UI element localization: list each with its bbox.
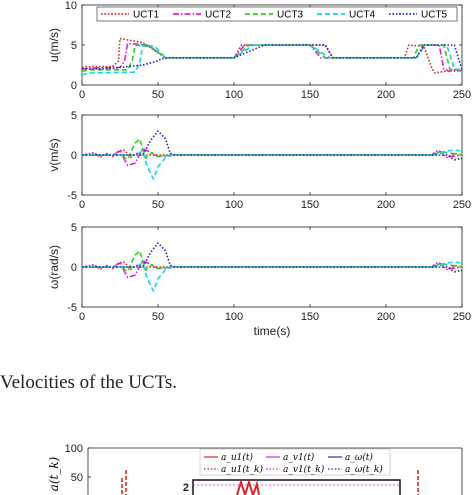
legend-label: a_u1(t_k): [221, 464, 263, 475]
y-tick-label: 0: [71, 80, 77, 92]
x-tick-label: 250: [453, 311, 471, 323]
x-tick-label: 50: [152, 199, 164, 211]
series-uct5: [82, 130, 463, 161]
y-axis-label: a(t_k): [47, 456, 61, 491]
series-uct4: [81, 43, 463, 76]
x-tick-label: 50: [152, 89, 164, 101]
legend-label: a_u1(t): [221, 452, 254, 463]
x-tick-label: 100: [225, 311, 243, 323]
x-tick-label: 50: [152, 311, 164, 323]
series-uct1: [81, 37, 463, 74]
legend-label: UCT5: [421, 10, 448, 21]
x-tick-label: 100: [225, 199, 243, 211]
y-tick-label: 100: [65, 443, 83, 455]
legend-label: UCT3: [277, 10, 304, 21]
series-uct4: [82, 149, 463, 180]
panel-1: 0 50 100 150 200 250 0 5 10 u(m/s) UCT1 UCT2 UCT3 UCT…: [47, 0, 471, 101]
series-uct3: [82, 250, 463, 272]
inset-frame: [192, 479, 401, 495]
y-tick-label: 10: [65, 0, 77, 12]
series-uct5: [82, 44, 463, 71]
x-tick-label: 0: [79, 311, 85, 323]
x-tick-label: 0: [79, 199, 85, 211]
legend-box: [96, 6, 458, 22]
x-axis-label: time(s): [254, 324, 291, 338]
x-tick-label: 200: [377, 199, 395, 211]
legend-label: a_v1(t): [283, 452, 315, 463]
inset-trace: [236, 478, 260, 495]
legend-label: UCT1: [133, 10, 160, 21]
legend-label: UCT4: [349, 10, 376, 21]
legend-label: a_ω(t_k): [345, 464, 383, 475]
x-tick-label: 150: [301, 89, 319, 101]
x-tick-label: 200: [377, 89, 395, 101]
figure-caption: Velocities of the UCTs.: [0, 372, 178, 393]
x-tick-label: 250: [453, 199, 471, 211]
series-uct4: [82, 261, 463, 292]
legend-label: a_v1(t_k): [283, 464, 325, 475]
y-axis-label: u(m/s): [47, 28, 61, 62]
x-tick-label: 250: [453, 89, 471, 101]
legend-label: a_ω(t): [345, 452, 373, 463]
y-tick-label: 0: [71, 150, 77, 162]
x-tick-label: 150: [301, 311, 319, 323]
y-axis-label: v(m/s): [47, 138, 61, 171]
panel-4: 50 100 a(t_k) a_u1(t) a_v1(t) a_ω(t) a_u1(t_k)…: [47, 443, 463, 495]
legend-label: UCT2: [205, 10, 232, 21]
x-tick-label: 100: [225, 89, 243, 101]
y-tick-label: -5: [67, 302, 77, 314]
series-uct5: [82, 242, 463, 273]
y-tick-label: 5: [71, 222, 77, 234]
series-uct3: [82, 138, 463, 160]
x-tick-label: 0: [79, 89, 85, 101]
x-tick-label: 200: [377, 311, 395, 323]
x-tick-label: 150: [301, 199, 319, 211]
y-tick-label: 5: [71, 110, 77, 122]
y-tick-label: 5: [71, 40, 77, 52]
y-axis-label: ω(rad/s): [47, 245, 61, 289]
legend-box: [199, 448, 391, 476]
y-tick-label: 50: [71, 472, 83, 484]
series-uct3: [81, 44, 463, 73]
inset-tick-label: 2: [183, 482, 189, 494]
y-tick-label: -5: [67, 190, 77, 202]
y-tick-label: 0: [71, 262, 77, 274]
